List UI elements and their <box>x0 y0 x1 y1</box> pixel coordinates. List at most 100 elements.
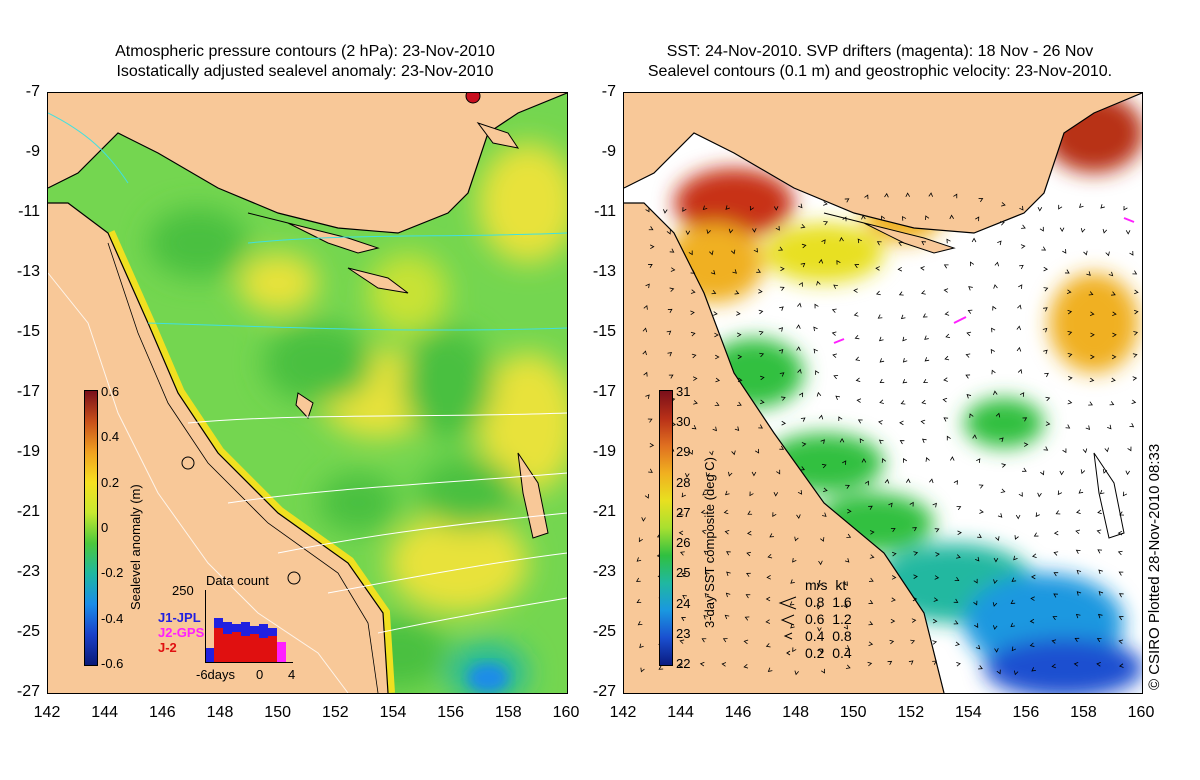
left-lat-tick: -13 <box>16 263 40 280</box>
velocity-arrow <box>932 640 938 645</box>
velocity-arrow <box>692 376 698 381</box>
velocity-arrow <box>977 533 982 538</box>
velocity-arrow <box>1074 637 1080 642</box>
velocity-arrow <box>796 324 801 329</box>
velocity-arrow <box>714 401 720 406</box>
velocity-arrow <box>1102 469 1108 474</box>
velocity-arrow <box>800 262 806 268</box>
velocity-arrow <box>1082 448 1088 454</box>
velocity-arrow <box>887 660 893 666</box>
velocity-arrow <box>724 614 730 620</box>
velocity-arrow <box>875 290 881 296</box>
velocity-arrow <box>1035 512 1040 518</box>
right-lon-tick: 156 <box>1012 704 1040 721</box>
velocity-arrow <box>920 266 925 271</box>
velocity-arrow <box>1118 593 1124 598</box>
velocity-legend-row-2: 0.6 1.2 <box>805 611 852 627</box>
left-lon-tick: 158 <box>494 704 522 721</box>
velocity-arrow <box>818 414 824 420</box>
sst-colorbar-tick: 24 <box>676 595 691 611</box>
velocity-arrow <box>1066 289 1072 294</box>
velocity-arrow <box>670 267 676 272</box>
velocity-arrow <box>906 478 911 483</box>
velocity-arrow <box>909 501 914 507</box>
velocity-arrow <box>972 434 977 439</box>
velocity-arrow <box>859 438 864 443</box>
velocity-arrow <box>1111 377 1116 383</box>
velocity-legend-row-4: 0.2 0.4 <box>805 645 852 661</box>
data-count-max: 250 <box>172 583 194 598</box>
velocity-arrow <box>890 618 896 624</box>
velocity-arrow <box>714 332 719 338</box>
left-lon-tick: 146 <box>148 704 176 721</box>
velocity-arrow <box>730 249 736 255</box>
sst-colorbar-gradient <box>660 391 672 665</box>
velocity-arrow <box>1083 250 1088 256</box>
velocity-arrow <box>1134 289 1139 295</box>
velocity-arrow <box>994 648 999 653</box>
velocity-arrow <box>853 312 859 317</box>
velocity-legend-arrows <box>778 596 797 656</box>
velocity-arrow <box>690 331 696 337</box>
velocity-arrow <box>993 557 999 563</box>
velocity-arrow <box>778 349 784 354</box>
velocity-arrow <box>1086 271 1091 276</box>
velocity-arrow <box>921 399 927 405</box>
velocity-arrow <box>833 284 838 289</box>
velocity-arrow <box>864 480 869 486</box>
velocity-arrow <box>1085 425 1091 430</box>
sst-colorbar-tick: 30 <box>676 414 691 430</box>
velocity-arrow <box>1076 569 1082 575</box>
velocity-arrow <box>681 617 686 622</box>
velocity-arrow <box>691 425 697 430</box>
velocity-arrow <box>903 458 908 463</box>
velocity-arrow <box>818 560 823 566</box>
velocity-arrow <box>705 572 710 577</box>
velocity-arrow <box>1090 332 1095 338</box>
velocity-arrow <box>875 266 880 271</box>
velocity-arrow <box>884 192 889 198</box>
velocity-arrow <box>1118 616 1124 621</box>
velocity-arrow <box>759 352 765 358</box>
velocity-arrow <box>1088 401 1093 406</box>
velocity-arrow <box>815 370 820 375</box>
velocity-arrow <box>968 286 973 291</box>
right-title-line1: SST: 24-Nov-2010. SVP drifters (magenta)… <box>666 43 1094 60</box>
velocity-arrow <box>1129 423 1135 428</box>
velocity-arrow <box>932 502 937 508</box>
velocity-arrow <box>933 597 939 602</box>
velocity-arrow <box>737 377 743 383</box>
velocity-arrow <box>772 512 777 517</box>
velocity-arrow <box>678 530 684 536</box>
velocity-arrow <box>1043 287 1049 292</box>
velocity-arrow <box>816 582 822 588</box>
velocity-arrow <box>1105 251 1110 257</box>
velocity-arrow <box>705 472 711 477</box>
velocity-arrow <box>1062 249 1067 254</box>
velocity-arrow <box>956 554 961 559</box>
velocity-arrow <box>992 305 997 311</box>
velocity-arrow <box>1096 662 1101 667</box>
right-lon-tick: 150 <box>839 704 867 721</box>
velocity-arrow <box>869 530 875 535</box>
velocity-arrow <box>752 228 757 233</box>
velocity-arrow <box>1057 490 1062 496</box>
velocity-arrow <box>1099 489 1105 495</box>
velocity-arrow <box>898 242 904 247</box>
velocity-arrow <box>890 527 896 533</box>
velocity-arrow <box>778 246 784 251</box>
velocity-arrow <box>1133 309 1139 315</box>
velocity-arrow <box>649 244 655 250</box>
velocity-arrow <box>1040 470 1045 476</box>
velocity-arrow <box>667 352 673 357</box>
velocity-arrow <box>1016 325 1022 331</box>
velocity-arrow <box>1111 354 1117 360</box>
velocity-arrow <box>1090 354 1095 360</box>
velocity-arrow <box>792 557 797 563</box>
sst-colorbar <box>659 390 673 666</box>
velocity-arrow <box>905 192 911 197</box>
right-lon-tick: 154 <box>954 704 982 721</box>
velocity-arrow <box>908 660 914 665</box>
velocity-arrow <box>1053 551 1059 556</box>
velocity-arrow <box>1076 591 1082 596</box>
